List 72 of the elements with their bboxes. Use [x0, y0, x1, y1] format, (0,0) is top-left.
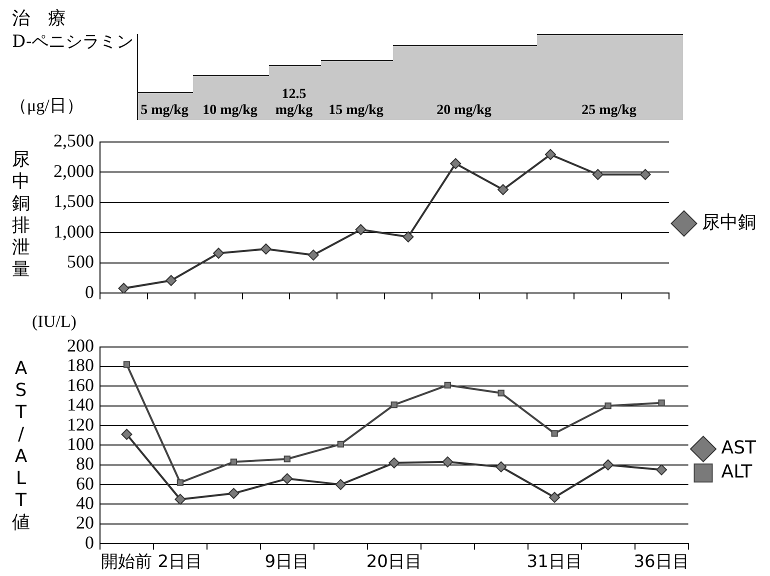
point [228, 488, 240, 499]
point [213, 248, 224, 259]
point [498, 390, 504, 396]
x-tick-label: 開始前 [101, 552, 152, 572]
text: 15 mg/kg [328, 103, 384, 119]
point [166, 274, 177, 286]
point [230, 458, 238, 466]
point [260, 243, 272, 254]
point [551, 430, 558, 437]
point [308, 250, 319, 261]
x-tick-label: 9日目 [264, 552, 310, 572]
point [118, 282, 130, 294]
y-tick-label: 100 [67, 434, 94, 454]
y-tick-label: 180 [67, 355, 94, 376]
chart-subtitle: D-ペニシラミン [12, 31, 134, 53]
legend-label: ALT [721, 462, 754, 483]
point [496, 461, 507, 472]
y-tick-label: 120 [67, 414, 94, 434]
point [284, 456, 291, 462]
legend-label: AST [721, 438, 758, 459]
point [549, 492, 560, 503]
point [335, 479, 346, 490]
point [282, 473, 293, 484]
y-tick-label: 2,500 [54, 130, 94, 151]
point [498, 184, 509, 196]
y-tick-label: 140 [67, 394, 94, 415]
y-tick-label: 200 [67, 336, 94, 356]
point [442, 456, 454, 468]
point [450, 158, 462, 170]
point [444, 382, 451, 389]
y-tick-label: 0 [85, 282, 94, 302]
y-tick-label: 0 [85, 532, 94, 552]
point [176, 479, 184, 486]
chart-title: 治 療 [12, 7, 66, 30]
y-tick-label: 2,000 [54, 160, 94, 181]
text: 10 mg/kg [202, 103, 258, 119]
point [656, 464, 668, 476]
point [355, 224, 366, 236]
y-tick-label: 40 [76, 492, 94, 513]
point [602, 459, 614, 470]
y-tick-label: 500 [67, 252, 94, 272]
point [388, 457, 400, 468]
text: （μg/日） [10, 95, 84, 117]
text: 25 mg/kg [582, 103, 636, 119]
point [544, 149, 556, 160]
point [658, 400, 665, 406]
legend-label: 尿中銅 [702, 212, 756, 234]
text: 5 mg/kg [140, 103, 188, 119]
y-tick-label: 160 [67, 374, 94, 395]
point [592, 169, 604, 180]
point [604, 402, 612, 410]
point [123, 361, 130, 368]
y-tick-label: 20 [76, 512, 94, 533]
point [174, 494, 186, 505]
point [640, 169, 651, 180]
text: 12.5 mg/kg [274, 87, 314, 119]
y-tick-label: 80 [76, 454, 94, 474]
y-tick-label: 60 [76, 473, 94, 494]
y-tick-label: 1,000 [54, 221, 94, 242]
x-tick-label: 2日目 [158, 552, 203, 572]
y-axis-title: AST/ALT値 [11, 358, 31, 534]
point [337, 440, 344, 448]
text: 20 mg/kg [436, 103, 492, 119]
point [121, 428, 132, 440]
point [402, 231, 414, 242]
text: (IU/L) [32, 312, 76, 332]
x-tick-label: 20日目 [366, 552, 422, 572]
point [390, 402, 398, 408]
y-tick-label: 1,500 [54, 191, 94, 212]
y-axis-title: 尿中銅排泄量 [11, 149, 31, 281]
x-tick-label: 36日目 [634, 552, 690, 572]
x-tick-label: 31日目 [526, 552, 582, 572]
